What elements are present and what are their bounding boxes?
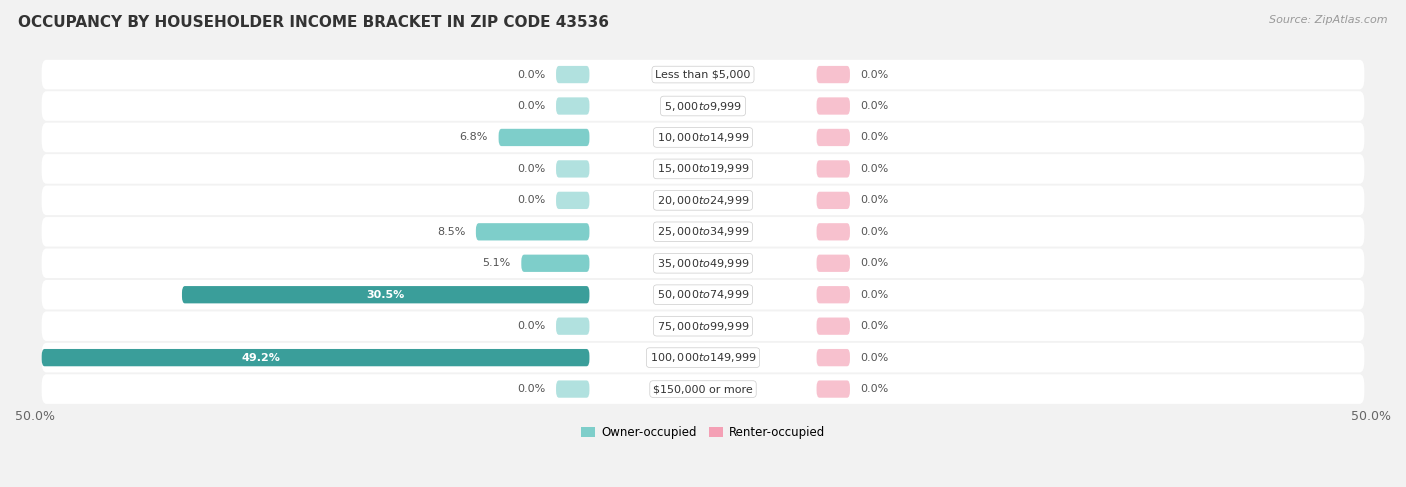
Text: $100,000 to $149,999: $100,000 to $149,999 — [650, 351, 756, 364]
FancyBboxPatch shape — [42, 186, 1364, 215]
Text: 0.0%: 0.0% — [860, 132, 889, 143]
Text: $150,000 or more: $150,000 or more — [654, 384, 752, 394]
Text: $20,000 to $24,999: $20,000 to $24,999 — [657, 194, 749, 207]
FancyBboxPatch shape — [555, 160, 589, 178]
FancyBboxPatch shape — [555, 192, 589, 209]
Legend: Owner-occupied, Renter-occupied: Owner-occupied, Renter-occupied — [576, 421, 830, 444]
FancyBboxPatch shape — [817, 223, 851, 241]
Text: 0.0%: 0.0% — [860, 70, 889, 79]
Text: $75,000 to $99,999: $75,000 to $99,999 — [657, 319, 749, 333]
Text: 0.0%: 0.0% — [860, 258, 889, 268]
Text: 0.0%: 0.0% — [860, 290, 889, 300]
FancyBboxPatch shape — [555, 318, 589, 335]
FancyBboxPatch shape — [555, 380, 589, 398]
FancyBboxPatch shape — [555, 66, 589, 83]
Text: 0.0%: 0.0% — [517, 384, 546, 394]
Text: 0.0%: 0.0% — [860, 195, 889, 206]
Text: 0.0%: 0.0% — [860, 384, 889, 394]
Text: $50,000 to $74,999: $50,000 to $74,999 — [657, 288, 749, 301]
FancyBboxPatch shape — [42, 248, 1364, 278]
FancyBboxPatch shape — [817, 318, 851, 335]
FancyBboxPatch shape — [42, 123, 1364, 152]
FancyBboxPatch shape — [42, 349, 589, 366]
Text: 0.0%: 0.0% — [860, 227, 889, 237]
FancyBboxPatch shape — [42, 375, 1364, 404]
Text: 0.0%: 0.0% — [517, 101, 546, 111]
FancyBboxPatch shape — [475, 223, 589, 241]
Text: 0.0%: 0.0% — [860, 321, 889, 331]
FancyBboxPatch shape — [817, 66, 851, 83]
FancyBboxPatch shape — [522, 255, 589, 272]
FancyBboxPatch shape — [817, 129, 851, 146]
FancyBboxPatch shape — [817, 380, 851, 398]
Text: 0.0%: 0.0% — [517, 70, 546, 79]
Text: 6.8%: 6.8% — [460, 132, 488, 143]
Text: OCCUPANCY BY HOUSEHOLDER INCOME BRACKET IN ZIP CODE 43536: OCCUPANCY BY HOUSEHOLDER INCOME BRACKET … — [18, 15, 609, 30]
FancyBboxPatch shape — [499, 129, 589, 146]
FancyBboxPatch shape — [42, 343, 1364, 373]
FancyBboxPatch shape — [817, 192, 851, 209]
Text: 0.0%: 0.0% — [860, 101, 889, 111]
Text: Source: ZipAtlas.com: Source: ZipAtlas.com — [1270, 15, 1388, 25]
FancyBboxPatch shape — [817, 255, 851, 272]
FancyBboxPatch shape — [555, 97, 589, 114]
Text: 0.0%: 0.0% — [860, 164, 889, 174]
FancyBboxPatch shape — [817, 349, 851, 366]
FancyBboxPatch shape — [42, 280, 1364, 310]
FancyBboxPatch shape — [42, 311, 1364, 341]
Text: 8.5%: 8.5% — [437, 227, 465, 237]
Text: $15,000 to $19,999: $15,000 to $19,999 — [657, 162, 749, 175]
FancyBboxPatch shape — [817, 286, 851, 303]
FancyBboxPatch shape — [181, 286, 589, 303]
FancyBboxPatch shape — [42, 60, 1364, 89]
Text: 49.2%: 49.2% — [242, 353, 280, 363]
Text: $5,000 to $9,999: $5,000 to $9,999 — [664, 99, 742, 112]
Text: $10,000 to $14,999: $10,000 to $14,999 — [657, 131, 749, 144]
FancyBboxPatch shape — [42, 154, 1364, 184]
Text: 5.1%: 5.1% — [482, 258, 510, 268]
FancyBboxPatch shape — [817, 160, 851, 178]
Text: 0.0%: 0.0% — [860, 353, 889, 363]
FancyBboxPatch shape — [42, 217, 1364, 246]
FancyBboxPatch shape — [817, 97, 851, 114]
Text: Less than $5,000: Less than $5,000 — [655, 70, 751, 79]
Text: 0.0%: 0.0% — [517, 164, 546, 174]
Text: 0.0%: 0.0% — [517, 321, 546, 331]
Text: $35,000 to $49,999: $35,000 to $49,999 — [657, 257, 749, 270]
Text: 0.0%: 0.0% — [517, 195, 546, 206]
FancyBboxPatch shape — [42, 91, 1364, 121]
Text: $25,000 to $34,999: $25,000 to $34,999 — [657, 225, 749, 238]
Text: 30.5%: 30.5% — [367, 290, 405, 300]
